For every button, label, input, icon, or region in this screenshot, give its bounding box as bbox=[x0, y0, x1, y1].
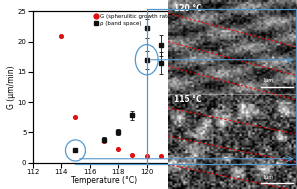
Y-axis label: G (μm/min): G (μm/min) bbox=[7, 65, 16, 109]
Point bbox=[173, 155, 178, 158]
Point bbox=[130, 153, 135, 156]
Point bbox=[102, 140, 106, 143]
Point bbox=[144, 155, 149, 158]
Legend: G (spherulitic growth rate), ρ (band space): G (spherulitic growth rate), ρ (band spa… bbox=[91, 12, 175, 28]
X-axis label: Temperature (°C): Temperature (°C) bbox=[71, 176, 137, 185]
Text: 115 °C: 115 °C bbox=[174, 94, 202, 104]
Point bbox=[59, 34, 64, 37]
Point bbox=[159, 155, 163, 158]
Point bbox=[116, 147, 121, 150]
Point bbox=[73, 116, 78, 119]
Text: 120 °C: 120 °C bbox=[174, 4, 202, 13]
Text: 1μm: 1μm bbox=[262, 78, 273, 83]
Y-axis label: ρ (μm): ρ (μm) bbox=[194, 74, 203, 100]
Text: 1μm: 1μm bbox=[262, 175, 273, 180]
